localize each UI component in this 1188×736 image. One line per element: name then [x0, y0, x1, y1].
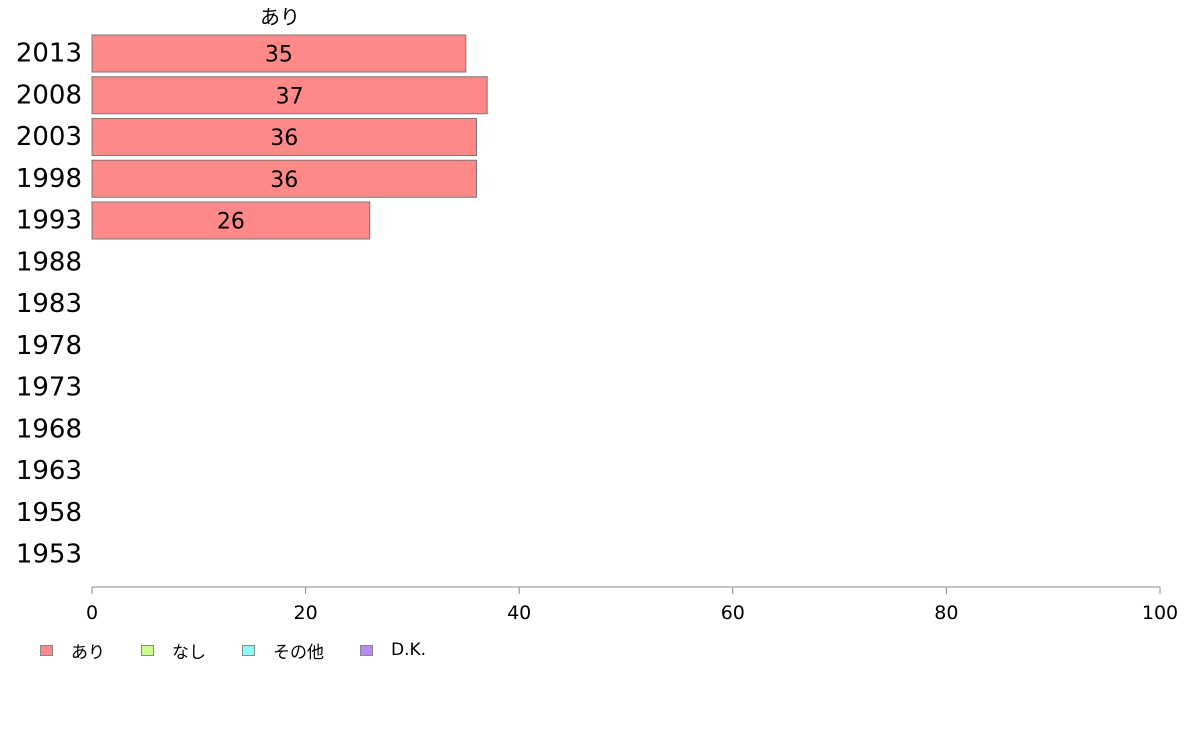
legend-label: なし — [172, 642, 206, 663]
data-label: 36 — [270, 126, 298, 151]
legend-item: なし — [141, 638, 206, 663]
legend-item: あり — [40, 638, 105, 663]
y-tick-label: 1963 — [16, 456, 82, 486]
data-label: 26 — [217, 210, 245, 235]
y-tick-label: 1968 — [16, 414, 82, 444]
y-tick-label: 1998 — [16, 164, 82, 194]
legend: あり なし その他 D.K. — [40, 638, 462, 663]
y-tick-label: 1993 — [16, 206, 82, 236]
legend-item: その他 — [242, 638, 324, 663]
bars-layer — [91, 34, 488, 240]
data-label: 37 — [276, 84, 304, 109]
data-label: 36 — [270, 168, 298, 193]
y-tick-label: 1988 — [16, 247, 82, 277]
y-tick-label: 1953 — [16, 540, 82, 570]
y-tick-label: 2008 — [16, 80, 82, 110]
x-tick-label: 80 — [934, 602, 958, 624]
y-axis: 2013 2008 2003 1998 1993 1988 1983 1978 1973 1968… — [16, 39, 82, 570]
data-label: 35 — [265, 43, 293, 68]
bar — [91, 76, 488, 115]
y-tick-label: 1958 — [16, 498, 82, 528]
legend-swatch — [242, 644, 255, 656]
y-tick-label: 1973 — [16, 373, 82, 403]
legend-label: その他 — [273, 642, 324, 663]
legend-label: D.K. — [391, 640, 427, 660]
legend-swatch — [360, 644, 373, 656]
y-tick-label: 2013 — [16, 39, 82, 69]
legend-item: D.K. — [360, 640, 426, 660]
column-header: あり — [260, 5, 300, 29]
bar — [91, 159, 477, 198]
y-tick-label: 1978 — [16, 331, 82, 361]
legend-swatch — [141, 644, 154, 656]
x-tick-label: 100 — [1142, 602, 1178, 624]
legend-swatch — [40, 644, 53, 656]
x-tick-label: 60 — [721, 602, 745, 624]
bar — [91, 118, 477, 156]
bar — [91, 34, 467, 73]
x-tick-label: 0 — [86, 602, 98, 624]
legend-label: あり — [71, 642, 105, 663]
x-tick-label: 20 — [294, 602, 318, 624]
x-tick-label: 40 — [507, 602, 531, 624]
data-labels-layer: 35 37 36 36 26 — [217, 43, 304, 235]
y-tick-label: 1983 — [16, 289, 82, 319]
x-axis: 0 20 40 60 80 100 — [86, 586, 1178, 624]
y-tick-label: 2003 — [16, 122, 82, 152]
bar — [91, 201, 371, 240]
